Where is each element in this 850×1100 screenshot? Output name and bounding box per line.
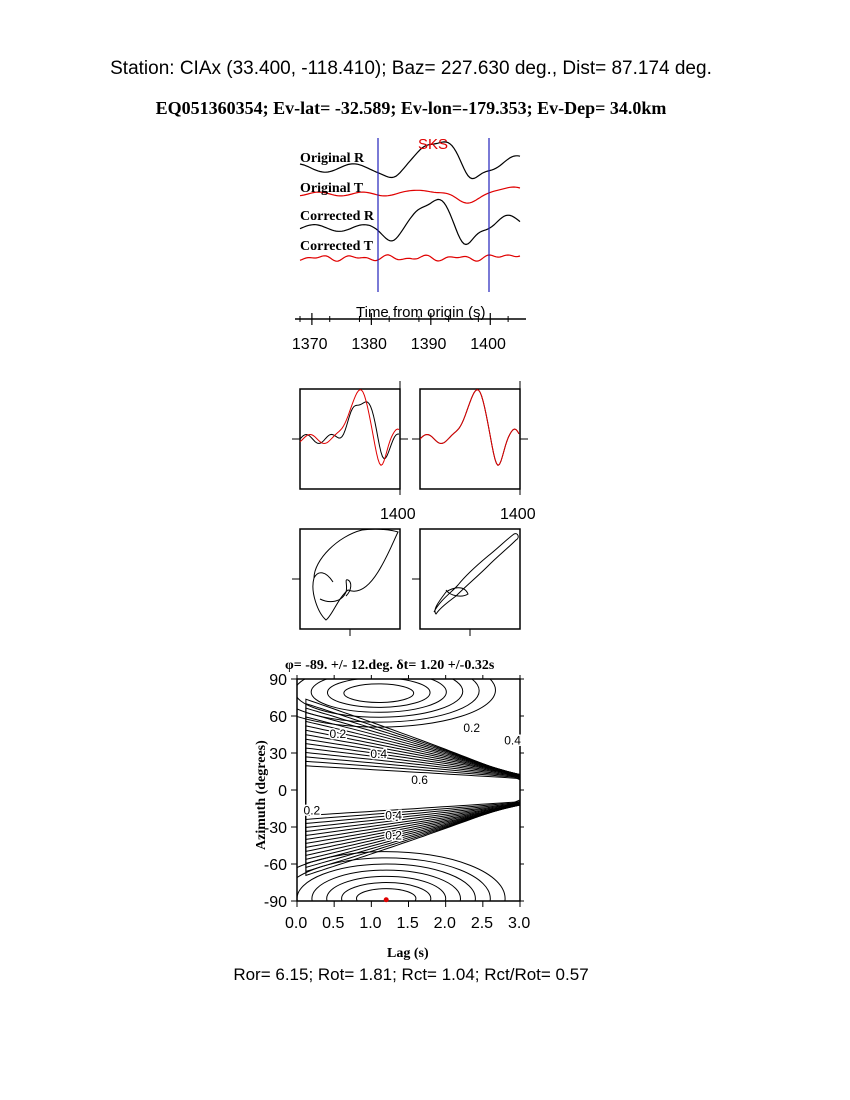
contour-top-4: [297, 679, 464, 718]
contour-bottom-7: [297, 851, 506, 901]
time-axis-label: Time from origin (s): [356, 304, 485, 321]
time-tick-label-3: 1400: [470, 336, 506, 353]
contour-center-3: [305, 756, 520, 824]
series-label-original-t: Original T: [300, 181, 364, 196]
contour-center-1: [305, 765, 520, 817]
grid-ytick-label-1: 60: [269, 709, 287, 726]
station-info: Station: CIAx (33.400, -118.410); Baz= 2…: [110, 58, 712, 79]
phase-label: SKS: [418, 136, 448, 153]
particle-path-original-loop: [319, 579, 352, 603]
particle-box-corrected: [419, 528, 521, 630]
contour-top-1: [343, 683, 415, 703]
waveform-original-transverse: [299, 389, 400, 466]
trace-corrected-r: [299, 198, 521, 246]
contour-center-11: [305, 720, 520, 857]
particle-path-original: [312, 528, 399, 621]
contour-label-6: 0.4: [385, 809, 402, 823]
series-label-original-r: Original R: [300, 151, 365, 166]
particle-path-corrected: [433, 533, 519, 615]
contour-label-0: 0.2: [330, 727, 347, 741]
particle-motion-panel: [292, 528, 521, 636]
waveform-corrected-transverse: [419, 389, 520, 466]
waveform-box-corrected: [419, 388, 521, 490]
contour-center-15: [305, 703, 520, 873]
grid-xtick-label-3: 1.5: [397, 915, 419, 932]
waveform-original-radial: [299, 401, 400, 460]
particle-box-original: [299, 528, 401, 630]
contour-center-7: [305, 738, 520, 840]
contour-bottom-1: [356, 888, 417, 901]
seismogram-panel: SKS Original R Original T Corrected R Co…: [292, 136, 526, 353]
contour-label-7: 0.2: [385, 828, 402, 842]
trace-original-t: [299, 186, 521, 204]
grid-xtick-label-2: 1.0: [359, 915, 381, 932]
waveform-overlay-panel: 1400 1400: [292, 381, 536, 523]
grid-ytick-label-3: 0: [278, 783, 287, 800]
grid-title: φ= -89. +/- 12.deg. δt= 1.20 +/-0.32s: [285, 658, 495, 673]
waveform-tick-label-corrected: 1400: [500, 506, 536, 523]
contour-label-4: 0.4: [504, 733, 521, 747]
contour-center-12: [305, 716, 520, 861]
contour-center-10: [305, 725, 520, 853]
contour-center-16: [305, 698, 520, 877]
grid-ylabel: Azimuth (degrees): [254, 740, 269, 850]
contour-bottom-2: [341, 882, 432, 901]
waveform-corrected-radial: [419, 389, 520, 466]
summary-stats: Ror= 6.15; Rot= 1.81; Rct= 1.04; Rct/Rot…: [233, 965, 589, 984]
contour-label-5: 0.2: [304, 804, 321, 818]
time-tick-label-1: 1380: [351, 336, 387, 353]
grid-xlabel: Lag (s): [387, 946, 429, 961]
time-tick-label-0: 1370: [292, 336, 328, 353]
contour-center-2: [305, 760, 520, 821]
grid-xtick-label-6: 3.0: [508, 915, 530, 932]
time-tick-label-2: 1390: [411, 336, 447, 353]
waveform-box-original: [299, 388, 401, 490]
contour-center-6: [305, 743, 520, 836]
energy-grid-panel: 0.0 0.5 1.0 1.5 2.0 2.5 3.0 90 60 30 0 -30 -60 -90 0.…: [254, 658, 530, 961]
contour-top-6: [297, 679, 496, 728]
grid-ytick-label-6: -90: [264, 894, 287, 911]
contour-top-2: [326, 679, 431, 708]
waveform-tick-label-original: 1400: [380, 506, 416, 523]
contour-center-4: [305, 751, 520, 828]
contour-center-5: [305, 747, 520, 832]
grid-ytick-label-0: 90: [269, 672, 287, 689]
trace-corrected-t: [299, 254, 521, 262]
contour-center-14: [305, 707, 520, 869]
contour-bottom-3: [326, 875, 447, 901]
contour-bottom-4: [311, 869, 461, 901]
contour-center-8: [305, 734, 520, 844]
contour-label-1: 0.4: [370, 747, 387, 761]
contour-center-9: [305, 729, 520, 848]
grid-xtick-label-0: 0.0: [285, 915, 307, 932]
series-label-corrected-r: Corrected R: [300, 209, 375, 224]
grid-ytick-label-4: -30: [264, 820, 287, 837]
best-fit-point: [383, 897, 389, 903]
contour-top-5: [297, 679, 480, 723]
contour-bottom-5: [297, 863, 476, 901]
grid-xtick-label-5: 2.5: [471, 915, 493, 932]
contour-label-2: 0.6: [411, 773, 428, 787]
trace-original-r: [299, 141, 521, 180]
contour-top-3: [310, 679, 447, 713]
contour-center-13: [305, 711, 520, 865]
event-info: EQ051360354; Ev-lat= -32.589; Ev-lon=-17…: [155, 98, 667, 118]
grid-xtick-label-4: 2.0: [434, 915, 456, 932]
series-label-corrected-t: Corrected T: [300, 239, 374, 254]
grid-ytick-label-5: -60: [264, 857, 287, 874]
grid-ytick-label-2: 30: [269, 746, 287, 763]
contour-label-3: 0.2: [463, 721, 480, 735]
contour-bottom-6: [297, 857, 491, 901]
grid-xtick-label-1: 0.5: [322, 915, 344, 932]
